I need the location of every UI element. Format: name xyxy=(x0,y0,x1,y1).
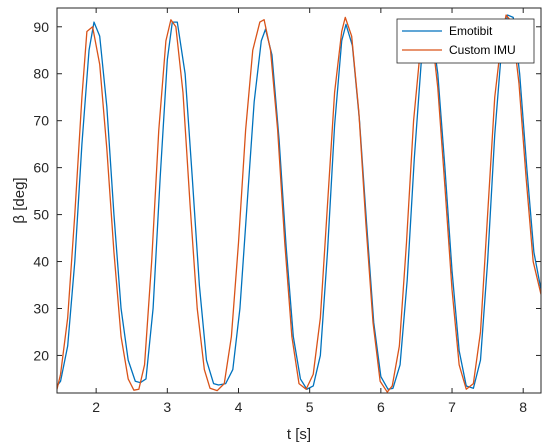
axes-layer xyxy=(56,7,542,394)
x-tick-label: 7 xyxy=(448,399,456,415)
x-tick-label: 2 xyxy=(92,399,100,415)
series-line-emotibit xyxy=(57,14,541,390)
y-tick-label: 30 xyxy=(33,300,49,316)
y-tick-label: 40 xyxy=(33,254,49,270)
y-tick-label: 90 xyxy=(33,19,49,35)
x-axis-title: t [s] xyxy=(287,426,311,443)
x-tick-label: 3 xyxy=(163,399,171,415)
legend-label-custom-imu: Custom IMU xyxy=(449,43,516,57)
y-axis-title: β [deg] xyxy=(11,177,28,223)
x-tick-label: 4 xyxy=(235,399,243,415)
legend: Emotibit Custom IMU xyxy=(396,18,535,64)
legend-label-emotibit: Emotibit xyxy=(449,24,493,38)
x-tick-label: 8 xyxy=(519,399,527,415)
y-tick-label: 80 xyxy=(33,66,49,82)
axes-box xyxy=(56,7,542,394)
series-line-custom-imu xyxy=(57,14,541,393)
y-tick-label: 70 xyxy=(33,113,49,129)
plot-area xyxy=(57,8,541,393)
legend-box xyxy=(396,18,535,64)
ticks-layer: 2 3 4 5 6 7 8 20 30 40 50 60 70 80 90 xyxy=(33,8,541,415)
y-tick-label: 20 xyxy=(33,347,49,363)
series-layer xyxy=(57,14,541,393)
x-tick-label: 5 xyxy=(306,399,314,415)
x-tick-label: 6 xyxy=(377,399,385,415)
y-tick-label: 50 xyxy=(33,207,49,223)
y-tick-label: 60 xyxy=(33,160,49,176)
